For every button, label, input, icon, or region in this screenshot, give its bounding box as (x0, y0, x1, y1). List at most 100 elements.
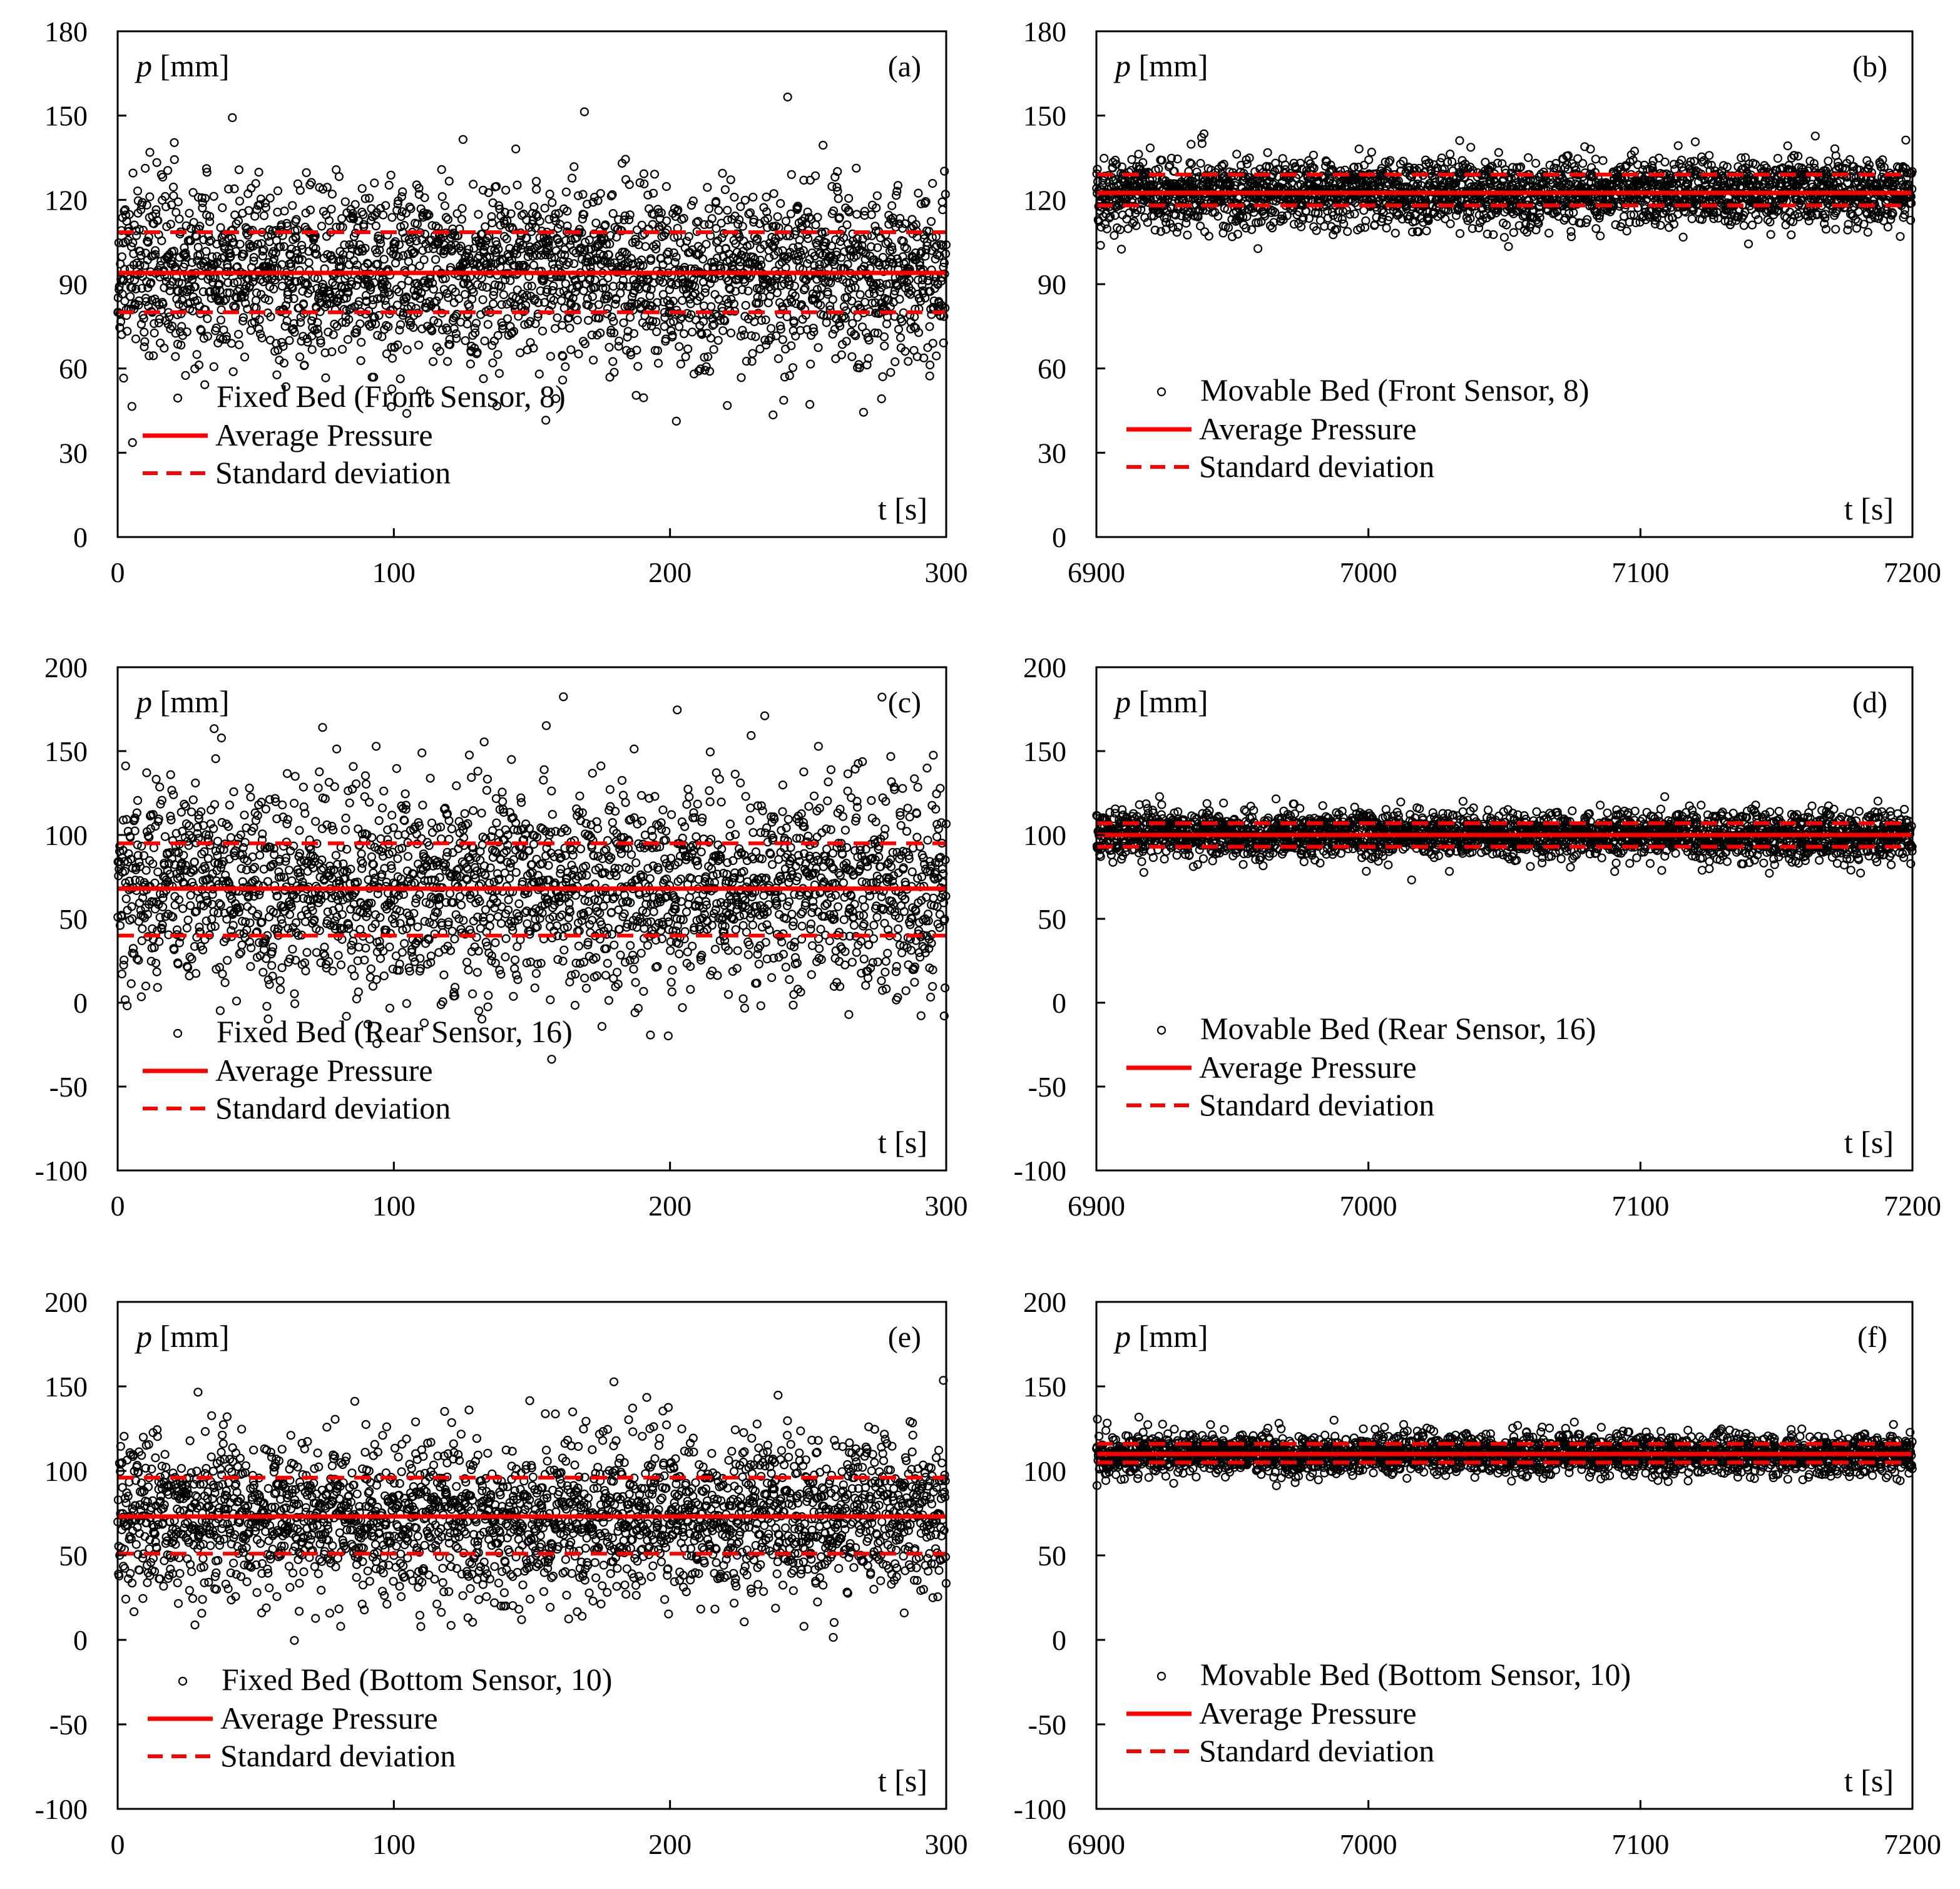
data-point (285, 335, 294, 346)
data-point (778, 335, 787, 344)
data-point (352, 328, 361, 337)
data-point (394, 240, 404, 249)
data-point (393, 199, 402, 208)
data-point (498, 324, 508, 334)
data-point (213, 280, 223, 290)
data-point (356, 356, 365, 366)
data-point (399, 251, 408, 260)
data-point (653, 359, 663, 368)
data-point (547, 300, 556, 310)
data-point (431, 255, 441, 264)
data-point (748, 192, 758, 202)
data-point (503, 314, 513, 324)
data-point (1172, 228, 1182, 237)
data-point (578, 190, 588, 199)
data-point (790, 281, 799, 291)
data-point (279, 358, 288, 368)
data-point (472, 347, 482, 357)
data-point (558, 376, 568, 385)
y-tick-label: 120 (44, 184, 88, 216)
data-point (891, 357, 900, 367)
data-point (615, 336, 624, 346)
data-point (477, 282, 487, 291)
data-point (299, 299, 309, 309)
data-point (126, 292, 135, 301)
data-point (288, 201, 297, 210)
data-point (545, 190, 554, 199)
data-point (844, 193, 854, 203)
data-point (181, 371, 190, 380)
data-point (861, 328, 871, 337)
data-point (523, 345, 532, 355)
data-point (339, 255, 348, 264)
data-point (302, 168, 311, 177)
x-tick-label: 100 (372, 556, 416, 588)
data-point (140, 327, 149, 337)
data-point (372, 248, 382, 257)
data-point (583, 315, 593, 325)
data-point (907, 215, 917, 224)
data-point (215, 295, 225, 305)
data-point (235, 197, 245, 206)
data-point (302, 334, 312, 344)
data-point (255, 315, 264, 324)
data-point (200, 380, 210, 389)
data-point (420, 229, 430, 239)
data-point (1787, 230, 1796, 240)
data-point (117, 252, 126, 262)
data-point (1773, 153, 1782, 163)
data-point (494, 245, 503, 254)
data-point (348, 208, 357, 218)
data-point (522, 290, 532, 300)
data-point (895, 294, 904, 304)
data-point (406, 204, 416, 213)
data-point (135, 260, 145, 270)
data-point (130, 220, 139, 230)
data-point (484, 188, 493, 197)
data-point (160, 344, 169, 353)
data-point (675, 342, 684, 351)
data-point (340, 197, 350, 207)
data-point (925, 360, 935, 370)
data-point (415, 261, 424, 270)
legend-entry-std: Standard deviation (215, 455, 451, 490)
data-point (713, 335, 723, 345)
data-point (209, 192, 218, 201)
data-point (345, 305, 355, 314)
data-point (244, 206, 253, 215)
data-point (548, 198, 557, 207)
data-point (365, 193, 374, 203)
data-point (681, 352, 690, 362)
data-point (254, 168, 263, 177)
data-point (316, 338, 325, 348)
data-point (269, 284, 278, 294)
y-tick-label: 30 (59, 437, 88, 469)
data-point (814, 343, 823, 352)
data-point (538, 326, 548, 336)
data-point (702, 240, 711, 249)
data-point (257, 333, 267, 343)
data-point (926, 217, 936, 226)
data-point (128, 168, 138, 178)
data-point (1831, 225, 1840, 234)
data-point (170, 262, 180, 272)
data-point (605, 372, 615, 382)
data-point (155, 314, 165, 324)
x-tick-label: 0 (111, 556, 125, 588)
data-point (149, 351, 158, 361)
data-point (384, 322, 393, 332)
data-point (440, 201, 450, 210)
data-point (222, 332, 231, 341)
data-point (318, 185, 328, 194)
data-point (487, 340, 497, 351)
data-point (551, 394, 561, 403)
data-point (842, 220, 852, 230)
data-point (1145, 143, 1155, 153)
data-point (437, 165, 446, 174)
data-point (471, 328, 480, 337)
data-point (532, 185, 541, 194)
data-point (1578, 159, 1588, 168)
data-point (197, 193, 207, 202)
data-point (173, 287, 183, 296)
data-point (373, 330, 382, 340)
